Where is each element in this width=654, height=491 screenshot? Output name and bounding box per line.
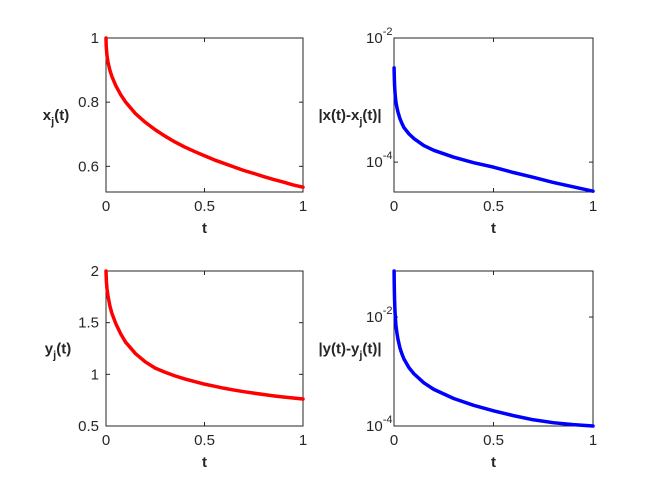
y-axis-label-subscript-x-error: j bbox=[358, 116, 362, 128]
x-tick-label-y-error-1: 0.5 bbox=[483, 432, 504, 449]
y-axis-label-subscript-yj: j bbox=[52, 350, 56, 362]
x-tick-label-xj-2: 1 bbox=[299, 198, 307, 215]
y-axis-label-y-error: |y(t)-yj(t)| bbox=[318, 341, 381, 362]
y-axis-label-subscript-y-error: j bbox=[358, 350, 362, 362]
series-line-y-error-0 bbox=[392, 269, 595, 428]
y-tick-label-x-error-0: 10-4 bbox=[366, 150, 392, 171]
y-tick-label-yj-2: 1.5 bbox=[78, 315, 99, 332]
y-tick-exponent-x-error-0: -4 bbox=[383, 150, 393, 162]
y-axis-label-main-yj: y bbox=[45, 341, 54, 358]
y-tick-base-y-error-1: 10 bbox=[366, 309, 383, 326]
y-axis-label-main-y-error: |y(t)-y bbox=[318, 341, 360, 358]
x-tick-label-y-error-2: 1 bbox=[589, 432, 597, 449]
x-axis-label-xj: t bbox=[202, 220, 207, 237]
y-axis-label-x-error: |x(t)-xj(t)| bbox=[318, 107, 381, 128]
series-line-yj-0 bbox=[104, 269, 305, 401]
y-tick-label-yj-1: 1 bbox=[91, 366, 99, 383]
y-tick-label-xj-0: 0.6 bbox=[78, 158, 99, 175]
subplot-xj: 0 0.5 1 0.6 0.8 1 t xj(t) bbox=[43, 30, 307, 237]
y-tick-exponent-y-error-1: -2 bbox=[383, 305, 393, 317]
x-axis-label-x-error: t bbox=[491, 220, 496, 237]
y-tick-exponent-x-error-1: -2 bbox=[383, 26, 393, 38]
x-tick-label-yj-2: 1 bbox=[299, 432, 307, 449]
x-tick-label-yj-0: 0 bbox=[102, 432, 110, 449]
subplot-x-error: 0 0.5 110-410-2t|x(t)-xj(t)| bbox=[318, 26, 597, 237]
y-tick-label-yj-3: 2 bbox=[91, 263, 99, 280]
x-tick-label-x-error-1: 0.5 bbox=[483, 198, 504, 215]
y-tick-base-x-error-1: 10 bbox=[366, 30, 383, 47]
y-axis-label-subscript-xj: j bbox=[50, 116, 54, 128]
plot-area-yj bbox=[105, 270, 304, 427]
y-tick-exponent-y-error-0: -4 bbox=[383, 414, 393, 426]
x-tick-label-yj-1: 0.5 bbox=[194, 432, 215, 449]
subplot-y-error: 0 0.5 110-410-2t|y(t)-yj(t)| bbox=[318, 269, 597, 471]
y-axis-label-yj: yj(t) bbox=[45, 341, 71, 362]
y-axis-label-suffix-y-error: (t)| bbox=[362, 341, 381, 358]
y-tick-base-x-error-0: 10 bbox=[366, 154, 383, 171]
y-axis-label-main-xj: x bbox=[43, 107, 52, 124]
plot-area-y-error bbox=[393, 270, 594, 427]
x-tick-label-xj-0: 0 bbox=[102, 198, 110, 215]
y-tick-label-y-error-0: 10-4 bbox=[366, 414, 392, 435]
y-tick-label-y-error-1: 10-2 bbox=[366, 305, 392, 326]
series-line-x-error-0 bbox=[392, 66, 595, 193]
x-tick-label-x-error-2: 1 bbox=[589, 198, 597, 215]
y-tick-label-x-error-1: 10-2 bbox=[366, 26, 392, 47]
y-axis-label-suffix-yj: (t) bbox=[56, 341, 71, 358]
x-tick-label-x-error-0: 0 bbox=[390, 198, 398, 215]
y-axis-label-suffix-xj: (t) bbox=[54, 107, 69, 124]
series-line-xj-0 bbox=[104, 36, 305, 189]
x-tick-label-xj-1: 0.5 bbox=[194, 198, 215, 215]
y-axis-label-suffix-x-error: (t)| bbox=[362, 107, 381, 124]
y-axis-label-xj: xj(t) bbox=[43, 107, 69, 128]
x-axis-label-y-error: t bbox=[491, 454, 496, 471]
y-tick-label-xj-2: 1 bbox=[91, 30, 99, 47]
y-axis-label-main-x-error: |x(t)-x bbox=[318, 107, 360, 124]
y-tick-base-y-error-0: 10 bbox=[366, 418, 383, 435]
x-tick-label-y-error-0: 0 bbox=[390, 432, 398, 449]
y-tick-label-yj-0: 0.5 bbox=[78, 418, 99, 435]
y-tick-label-xj-1: 0.8 bbox=[78, 94, 99, 111]
x-axis-label-yj: t bbox=[202, 454, 207, 471]
